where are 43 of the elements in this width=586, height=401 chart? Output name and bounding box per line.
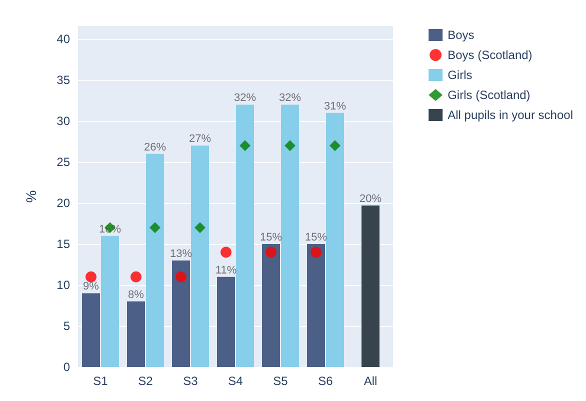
legend-label: Girls (Scotland) bbox=[448, 88, 530, 102]
y-tick-label: 0 bbox=[63, 360, 70, 374]
data-label: 20% bbox=[359, 193, 382, 206]
legend-label: Boys (Scotland) bbox=[448, 48, 532, 62]
y-tick-label: 35 bbox=[56, 73, 70, 88]
bar bbox=[307, 244, 325, 367]
data-label: 32% bbox=[234, 92, 256, 104]
x-tick-label: All bbox=[364, 374, 378, 388]
bar bbox=[262, 244, 280, 367]
bar bbox=[236, 104, 254, 367]
bar bbox=[82, 293, 100, 367]
data-label: 27% bbox=[188, 133, 212, 146]
data-label: 32% bbox=[278, 92, 302, 104]
bar bbox=[127, 301, 145, 367]
data-label: 26% bbox=[144, 141, 166, 154]
y-tick-label: 30 bbox=[56, 114, 70, 128]
bar bbox=[191, 146, 209, 367]
data-label: 8% bbox=[128, 288, 144, 301]
bar bbox=[172, 260, 190, 367]
x-tick-label: S3 bbox=[183, 374, 198, 388]
x-tick-label: S1 bbox=[93, 374, 108, 388]
legend-label: Boys bbox=[448, 28, 474, 42]
y-tick-label: 10 bbox=[56, 278, 70, 292]
x-tick-label: S4 bbox=[228, 374, 244, 388]
x-tick-label: S6 bbox=[318, 374, 334, 388]
data-label: 31% bbox=[324, 100, 346, 112]
x-tick-label: S2 bbox=[138, 374, 154, 388]
y-tick-label: 15 bbox=[56, 237, 70, 252]
bar bbox=[146, 154, 164, 367]
x-tick-label: S5 bbox=[273, 374, 288, 388]
legend-label: All pupils in your school bbox=[448, 108, 574, 122]
y-tick-label: 5 bbox=[63, 319, 70, 334]
legend-label: Girls bbox=[448, 68, 472, 82]
y-tick-label: 20 bbox=[56, 196, 70, 210]
y-axis-title: % bbox=[23, 190, 39, 203]
bar bbox=[326, 112, 344, 367]
bar bbox=[281, 104, 299, 367]
data-label: 9% bbox=[83, 280, 100, 293]
bar bbox=[101, 236, 119, 367]
bar bbox=[362, 206, 380, 367]
y-tick-label: 25 bbox=[56, 155, 70, 170]
bar bbox=[217, 276, 235, 367]
y-tick-label: 40 bbox=[56, 32, 70, 46]
